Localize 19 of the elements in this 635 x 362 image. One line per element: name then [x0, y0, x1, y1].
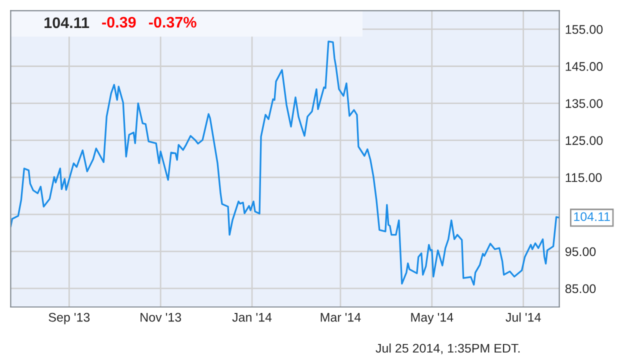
- y-tick-label: 95.00: [565, 247, 596, 256]
- y-tick-label: 85.00: [565, 284, 596, 294]
- x-tick-label: May '14: [411, 313, 454, 324]
- annotation: -0.39: [102, 16, 136, 28]
- annotation: 104.11: [574, 212, 610, 222]
- y-tick-label: 155.00: [566, 25, 603, 34]
- y-tick-label: 145.00: [566, 62, 603, 71]
- y-tick-label: 135.00: [566, 99, 603, 108]
- x-tick-label: Jan '14: [232, 313, 272, 322]
- chart-title: 104.11: [44, 17, 90, 28]
- x-tick-label: Jul '14: [506, 312, 541, 322]
- x-tick-label: Sep '13: [48, 312, 90, 324]
- x-tick-label: Mar '14: [320, 313, 361, 322]
- text: Jul 25 2014, 1:35PM EDT.: [376, 344, 520, 354]
- annotation: -0.37%: [148, 16, 196, 28]
- x-tick-label: Nov '13: [140, 312, 182, 322]
- y-tick-label: 115.00: [566, 173, 602, 182]
- line-series: [10, 40, 560, 286]
- y-tick-label: 125.00: [566, 136, 603, 145]
